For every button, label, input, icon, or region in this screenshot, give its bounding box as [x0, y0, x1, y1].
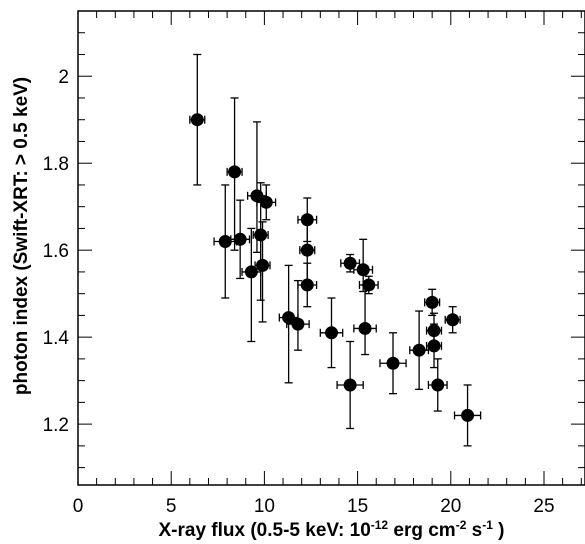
point-marker	[291, 317, 305, 331]
point-marker	[412, 343, 426, 357]
x-title-text: erg cm	[388, 520, 456, 541]
x-title-superscript: -12	[371, 518, 389, 532]
axis-ticks	[77, 11, 585, 485]
y-tick-label: 1.8	[43, 154, 69, 175]
y-tick-label: 1.4	[43, 328, 70, 349]
point-marker	[343, 378, 357, 392]
point-marker	[190, 113, 204, 127]
data-point	[353, 284, 377, 356]
data-point	[409, 310, 430, 390]
data-point	[425, 323, 443, 369]
data-point	[189, 53, 206, 186]
data-point	[453, 384, 482, 447]
data-point	[256, 184, 277, 221]
data-point	[336, 340, 364, 430]
data-points	[189, 53, 482, 447]
data-point	[213, 184, 238, 299]
tick-labels: 0 5 10 15 20 25 1.2 1.4 1.6 1.8 2	[43, 67, 555, 517]
data-point	[379, 332, 407, 395]
x-title-text: s	[466, 520, 482, 541]
point-marker	[244, 265, 258, 279]
point-marker	[259, 195, 273, 209]
point-marker	[343, 256, 357, 270]
data-point	[427, 358, 448, 412]
y-tick-label: 1.2	[43, 415, 69, 436]
point-marker	[425, 295, 439, 309]
point-marker	[282, 311, 296, 325]
point-marker	[358, 321, 372, 335]
x-tick-label: 20	[440, 496, 461, 517]
data-point	[254, 221, 271, 323]
point-marker	[446, 313, 460, 327]
point-marker	[386, 356, 400, 370]
x-tick-label: 5	[166, 496, 177, 517]
x-title-text: )	[493, 520, 505, 541]
point-marker	[218, 234, 232, 248]
plot-frame	[77, 10, 585, 486]
data-point	[297, 262, 318, 308]
x-title-superscript: -2	[456, 518, 467, 532]
point-marker	[233, 232, 247, 246]
point-marker	[300, 278, 314, 292]
point-marker	[228, 165, 242, 179]
point-marker	[325, 326, 338, 340]
data-point	[226, 97, 243, 251]
point-marker	[254, 228, 268, 242]
data-point	[241, 227, 262, 343]
x-tick-label: 25	[533, 496, 554, 517]
point-marker	[300, 243, 314, 257]
x-title-text: X-ray flux (0.5-5 keV: 10	[158, 520, 370, 541]
data-point	[424, 288, 441, 317]
data-point	[252, 182, 269, 301]
y-tick-label: 1.6	[43, 241, 69, 262]
x-tick-label: 0	[73, 496, 84, 517]
data-point	[319, 297, 344, 369]
x-tick-label: 10	[254, 496, 275, 517]
point-marker	[431, 378, 445, 392]
x-tick-label: 15	[347, 496, 368, 517]
point-marker	[256, 258, 270, 272]
x-axis-title: X-ray flux (0.5-5 keV: 10-12 erg cm-2 s-…	[158, 518, 504, 541]
y-tick-label: 2	[58, 67, 69, 88]
data-point	[444, 306, 461, 334]
y-axis-title: photon index (Swift-XRT: > 0.5 keV)	[11, 77, 32, 395]
x-title-superscript: -1	[482, 518, 493, 532]
point-marker	[356, 263, 370, 277]
data-point	[286, 279, 310, 351]
point-marker	[427, 339, 441, 353]
point-marker	[461, 408, 475, 422]
data-point	[230, 199, 251, 280]
